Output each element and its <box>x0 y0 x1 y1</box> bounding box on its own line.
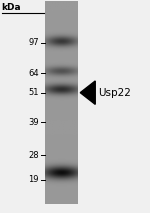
Text: kDa: kDa <box>2 3 21 12</box>
Text: Usp22: Usp22 <box>98 88 131 98</box>
Text: 19: 19 <box>28 176 39 184</box>
Text: 97: 97 <box>28 38 39 47</box>
Text: 51: 51 <box>28 88 39 97</box>
Polygon shape <box>80 81 95 104</box>
Text: 39: 39 <box>28 118 39 127</box>
Text: 28: 28 <box>28 151 39 160</box>
Text: 64: 64 <box>28 69 39 78</box>
